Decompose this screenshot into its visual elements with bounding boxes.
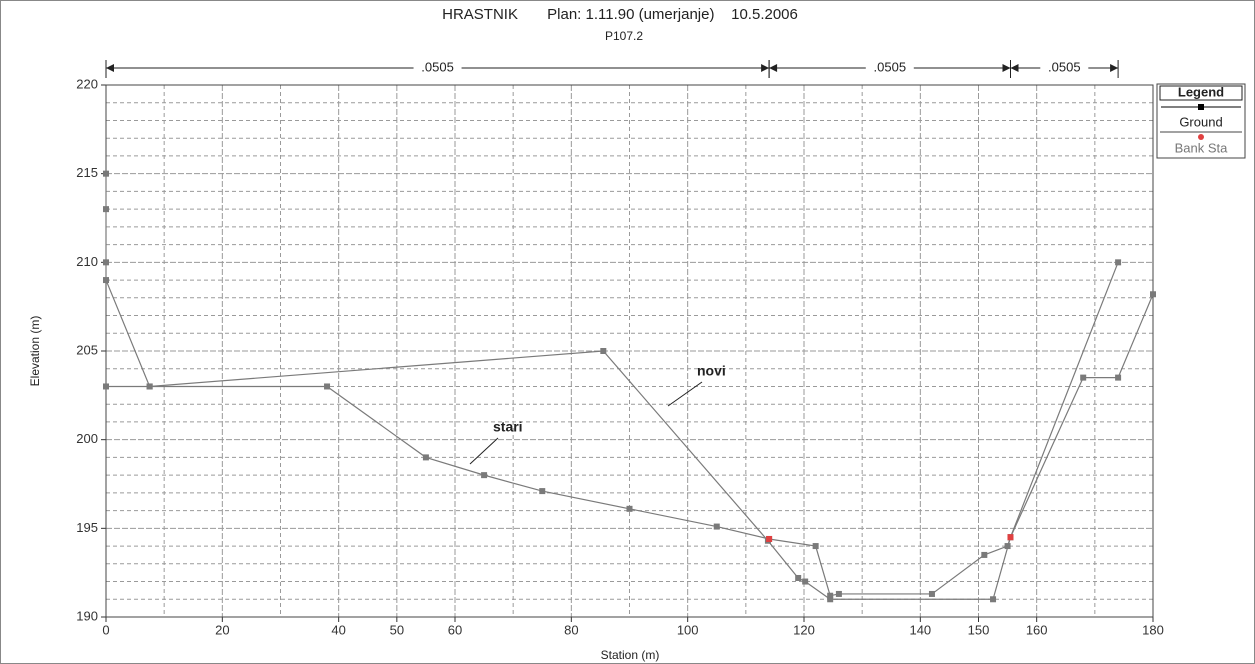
legend-marker — [1198, 104, 1204, 110]
x-tick-label: 20 — [215, 622, 229, 637]
point — [981, 551, 988, 558]
bank-station — [766, 535, 773, 542]
point — [103, 259, 109, 266]
point — [422, 454, 429, 461]
y-tick-label: 190 — [76, 608, 98, 623]
arrow-head — [1010, 64, 1019, 72]
point — [626, 505, 633, 512]
legend-label: Ground — [1179, 114, 1222, 129]
zone-label-bg — [413, 60, 462, 76]
x-tick-label: 150 — [968, 622, 990, 637]
x-tick-label: 60 — [448, 622, 462, 637]
point — [103, 206, 109, 213]
y-tick-label: 215 — [76, 165, 98, 180]
chart-title: HRASTNIK Plan: 1.11.90 (umerjanje) 10.5.… — [442, 6, 798, 23]
point — [103, 383, 109, 390]
leader — [469, 437, 499, 465]
point — [1004, 543, 1011, 550]
point — [713, 523, 720, 530]
annotation: stari — [493, 419, 523, 435]
x-tick-label: 180 — [1142, 622, 1164, 637]
y-tick-label: 220 — [76, 76, 98, 91]
point — [1115, 374, 1122, 381]
plot-area — [105, 84, 1154, 618]
y-tick-label: 200 — [76, 431, 98, 446]
zone-label-bg — [1040, 60, 1089, 76]
x-tick-label: 50 — [390, 622, 404, 637]
x-tick-label: 140 — [909, 622, 931, 637]
point — [481, 472, 488, 479]
arrow-head — [1110, 64, 1119, 72]
point — [795, 574, 802, 581]
point — [990, 596, 997, 603]
x-tick-label: 100 — [677, 622, 699, 637]
point — [1080, 374, 1087, 381]
point — [827, 596, 834, 603]
point — [103, 170, 109, 177]
arrow-head — [1002, 64, 1011, 72]
point — [812, 543, 819, 550]
y-tick-label: 210 — [76, 254, 98, 269]
zone-label: .0505 — [421, 59, 454, 74]
x-tick-label: 120 — [793, 622, 815, 637]
arrow-head — [106, 64, 114, 72]
annotation: novi — [697, 363, 726, 379]
arrow-head — [769, 64, 778, 72]
zone-label: .0505 — [1048, 59, 1081, 74]
point — [146, 383, 153, 390]
y-tick-label: 195 — [76, 520, 98, 535]
leader — [667, 381, 703, 407]
x-axis-label: Station (m) — [601, 648, 660, 662]
y-tick-label: 205 — [76, 342, 98, 357]
legend-label: Bank Sta — [1175, 140, 1229, 155]
x-tick-label: 80 — [564, 622, 578, 637]
legend-title: Legend — [1178, 84, 1224, 99]
point — [1150, 291, 1156, 298]
point — [928, 590, 935, 597]
x-tick-label: 0 — [102, 622, 109, 637]
zone-label-bg — [865, 60, 914, 76]
chart-subtitle: P107.2 — [605, 29, 643, 43]
legend-marker — [1198, 134, 1204, 140]
y-axis-label: Elevation (m) — [28, 316, 42, 387]
point — [103, 277, 109, 284]
arrow-head — [761, 64, 770, 72]
point — [600, 348, 607, 354]
point — [802, 578, 809, 585]
x-tick-label: 40 — [331, 622, 345, 637]
point — [539, 488, 546, 495]
zone-label: .0505 — [874, 59, 907, 74]
point — [835, 590, 842, 597]
point — [827, 592, 834, 599]
point — [324, 383, 331, 390]
x-tick-label: 160 — [1026, 622, 1048, 637]
legend-head — [1159, 85, 1243, 101]
bank-station — [1007, 534, 1014, 541]
point — [1115, 259, 1122, 266]
